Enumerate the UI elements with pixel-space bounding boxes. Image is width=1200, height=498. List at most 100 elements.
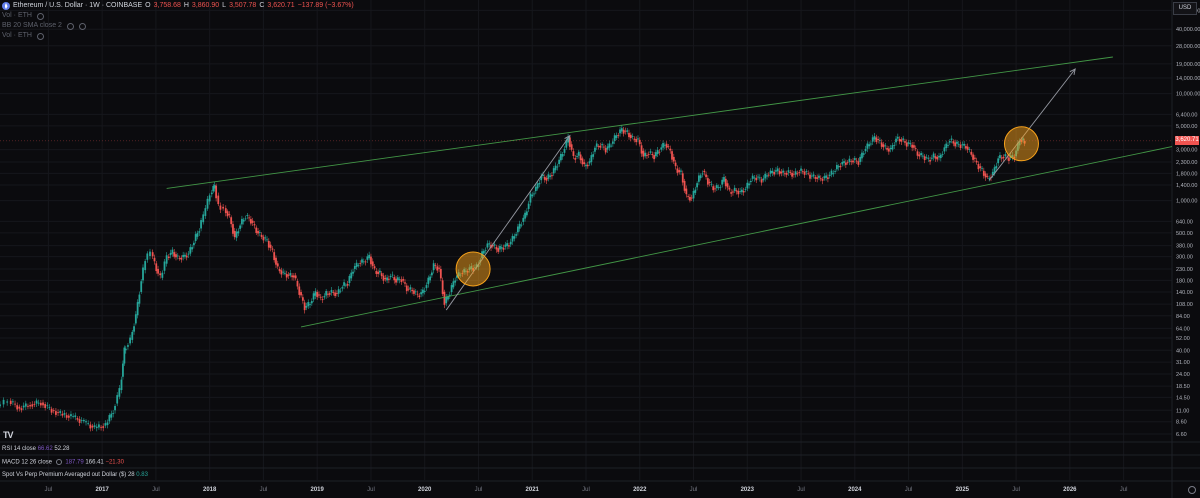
candle-body [55, 411, 57, 415]
spot-perp-pane-label[interactable]: Spot Vs Perp Premium Averaged out Dollar… [2, 472, 148, 478]
candle-body [44, 404, 47, 408]
candle-body [184, 254, 186, 257]
candle-body [848, 158, 851, 162]
candle-body [361, 259, 363, 263]
price-tick-label: 14.50 [1176, 395, 1190, 401]
overlay-row-volume[interactable]: Vol · ETH [2, 11, 354, 21]
candle-body [368, 254, 371, 259]
candle-body [93, 425, 96, 427]
candle-body [739, 190, 742, 192]
candle-body [230, 217, 233, 225]
price-tick-label: 14,000.00 [1176, 76, 1200, 82]
candle-body [784, 173, 786, 175]
candle-body [339, 290, 342, 292]
candle-body [785, 172, 788, 175]
candle-body [764, 173, 767, 179]
candle-body [861, 152, 863, 159]
candle-body [404, 282, 406, 284]
candle-body [893, 145, 896, 146]
price-tick-label: 2,300.00 [1176, 160, 1197, 166]
candle-body [300, 292, 302, 296]
tradingview-logo-icon[interactable]: TV [3, 430, 13, 440]
candle-body [703, 170, 706, 173]
channel-upper-line[interactable] [166, 56, 1113, 189]
candle-body [509, 241, 512, 245]
candle-body [956, 141, 958, 144]
settings-icon[interactable] [78, 22, 86, 30]
candle-body [744, 189, 747, 190]
candle-body [947, 145, 949, 146]
time-tick-label: Jul [1012, 487, 1020, 493]
candle-body [741, 189, 743, 193]
time-tick-label: 2017 [95, 487, 109, 493]
eye-icon[interactable] [36, 32, 44, 40]
candle-body [133, 326, 135, 332]
candle-body [387, 278, 390, 280]
candle-body [841, 162, 844, 165]
candle-body [687, 196, 690, 198]
highlight-circle[interactable] [455, 251, 491, 287]
candle-body [870, 143, 872, 145]
highlight-circle[interactable] [1003, 126, 1039, 162]
candle-body [72, 416, 75, 417]
overlay-row-bb[interactable]: BB 20 SMA close 2 [2, 21, 354, 31]
candle-body [198, 231, 201, 233]
candle-body [78, 419, 81, 423]
trend-arrow-line[interactable] [988, 68, 1076, 181]
candle-body [82, 419, 85, 422]
candle-body [536, 183, 539, 189]
rsi-value: 66.62 [37, 446, 53, 452]
candle-body [161, 272, 164, 278]
candle-body [321, 299, 324, 301]
candle-body [316, 292, 319, 298]
candle-body [142, 267, 144, 281]
candle-body [916, 151, 919, 156]
candle-body [430, 272, 433, 276]
candle-body [176, 255, 179, 257]
eye-icon[interactable] [36, 12, 44, 20]
gear-icon[interactable] [1188, 486, 1196, 494]
eye-icon[interactable] [66, 22, 74, 30]
candle-body [930, 157, 933, 159]
candle-body [853, 158, 856, 160]
candle-body [318, 294, 320, 296]
symbol-title[interactable]: Ethereum / U.S. Dollar · 1W · COINBASE [13, 2, 143, 9]
rsi-pane-label[interactable]: RSI 14 close 66.62 52.28 [2, 446, 69, 452]
candle-body [556, 166, 559, 168]
candle-body [979, 166, 982, 169]
candle-body [690, 197, 693, 199]
candle-body [818, 175, 820, 178]
candle-body [362, 261, 365, 263]
candle-body [237, 231, 240, 234]
candle-body [568, 137, 571, 147]
candle-body [685, 188, 688, 195]
candle-body [202, 214, 205, 223]
trend-arrow-head [564, 134, 571, 142]
candle-body [114, 405, 116, 411]
candle-body [373, 266, 376, 269]
overlay-row-volume-2[interactable]: Vol · ETH [2, 31, 354, 41]
candle-body [701, 173, 704, 175]
open-key: O [145, 2, 151, 9]
candle-body [678, 170, 681, 173]
eye-icon[interactable] [55, 459, 62, 465]
candle-body [452, 281, 455, 288]
candle-body [352, 271, 354, 274]
candle-body [513, 236, 516, 239]
candle-body [149, 251, 151, 257]
candle-body [975, 160, 978, 163]
candle-body [988, 177, 991, 179]
macd-pane-label[interactable]: MACD 12 26 close 187.79 166.41 −21.30 [2, 459, 124, 466]
channel-lower-line[interactable] [300, 146, 1173, 328]
symbol-row[interactable]: Ethereum / U.S. Dollar · 1W · COINBASE O… [2, 1, 354, 11]
candle-body [48, 406, 51, 408]
time-tick-label: Jul [260, 487, 268, 493]
candle-body [852, 160, 854, 163]
currency-button[interactable]: USD [1173, 2, 1197, 15]
candle-body [771, 170, 774, 173]
candle-body [918, 154, 921, 157]
candle-body [524, 212, 526, 219]
candle-body [50, 408, 53, 413]
